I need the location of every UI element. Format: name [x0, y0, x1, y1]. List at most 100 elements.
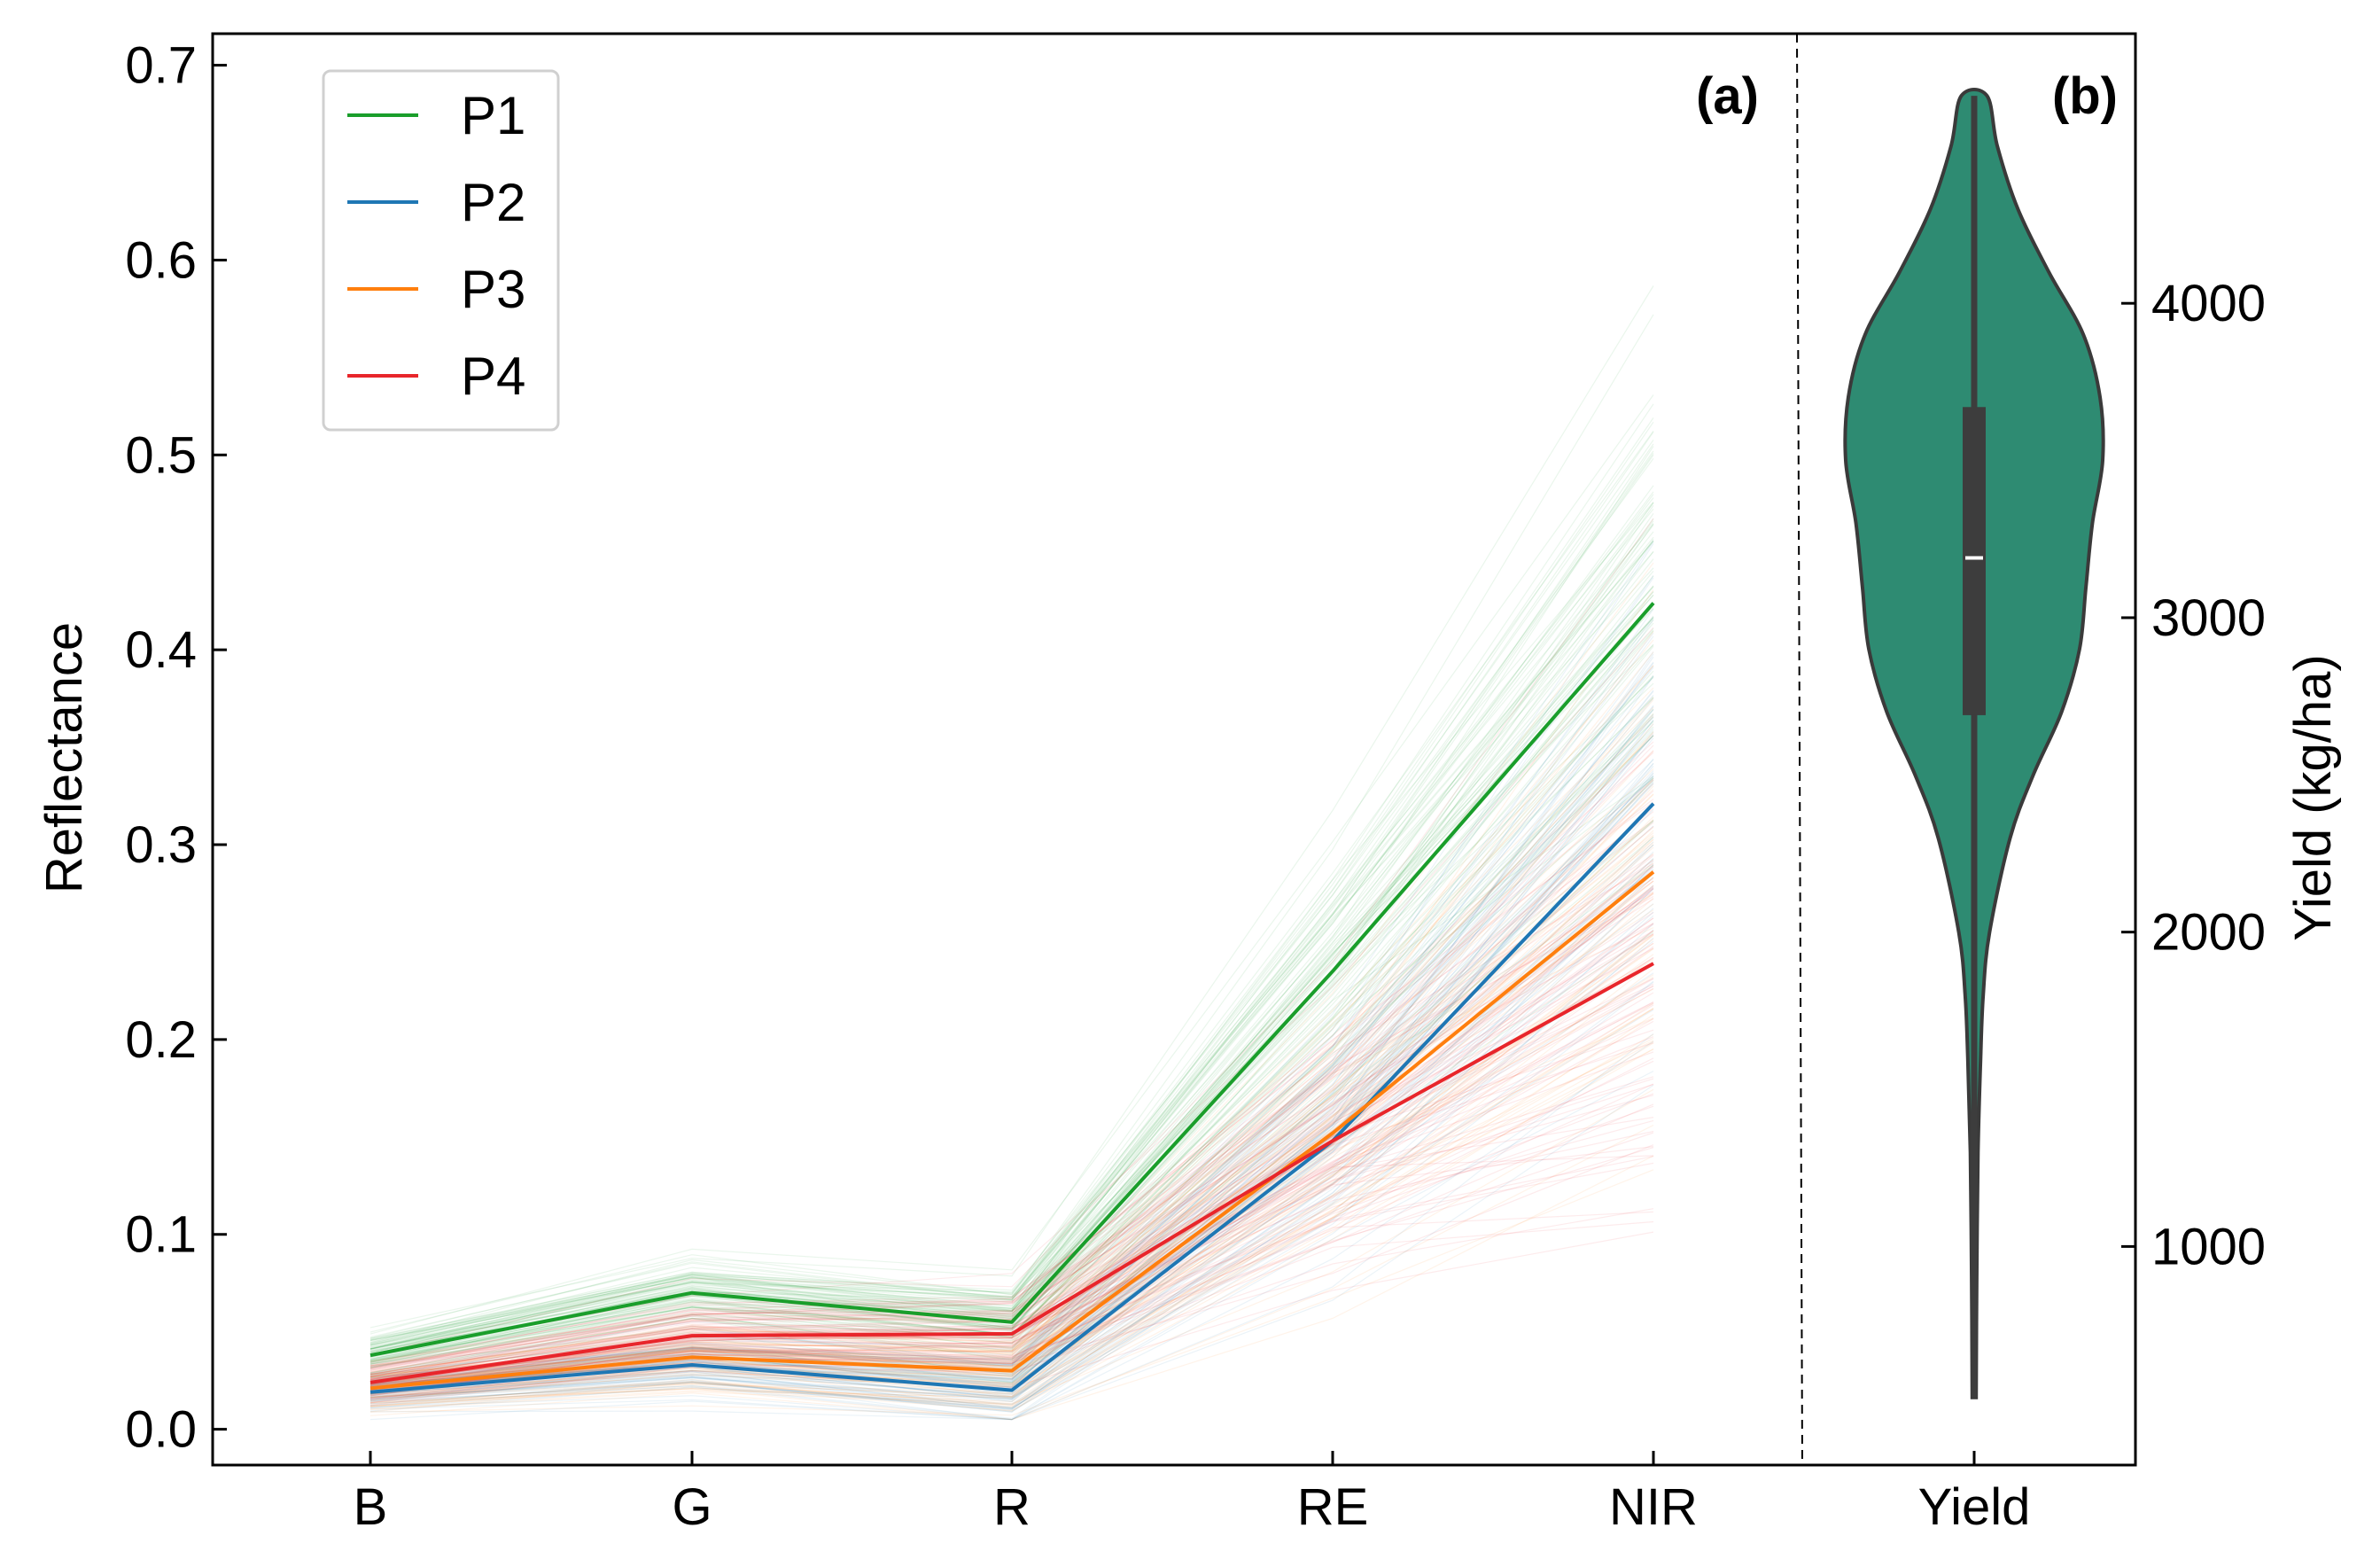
background-curve-p4 [369, 862, 1654, 1369]
background-curve-p2 [369, 723, 1654, 1388]
background-curve-p1 [369, 551, 1654, 1348]
series-line-p3 [369, 870, 1655, 1391]
background-curve-p2 [369, 773, 1654, 1395]
background-curve-p1 [369, 520, 1654, 1353]
background-curve-p3 [369, 1037, 1654, 1410]
background-curve-p4 [369, 822, 1654, 1371]
legend-label-p3: P3 [461, 260, 525, 319]
background-curve-p2 [369, 675, 1654, 1390]
background-curve-p3 [369, 968, 1654, 1399]
background-curve-p1 [369, 780, 1654, 1374]
background-curve-p1 [369, 421, 1654, 1344]
y-tick-label: 0.3 [125, 816, 197, 874]
background-curve-p2 [369, 608, 1654, 1381]
background-curve-p2 [369, 866, 1654, 1402]
background-curve-p3 [369, 826, 1654, 1378]
x-tick-label: Yield [1918, 1478, 2031, 1536]
background-curve-p1 [369, 821, 1654, 1375]
background-curve-p3 [369, 639, 1654, 1367]
background-curve-p4 [369, 885, 1654, 1382]
background-curve-p2 [369, 877, 1654, 1408]
background-curve-p1 [369, 675, 1654, 1360]
background-curve-p1 [369, 502, 1654, 1346]
background-curve-p3 [369, 842, 1654, 1389]
yield-tick-label: 4000 [2151, 275, 2266, 332]
background-curve-p4 [369, 911, 1654, 1377]
background-curve-p4 [369, 778, 1654, 1362]
background-curve-p2 [369, 825, 1654, 1395]
background-curve-p1 [369, 726, 1654, 1365]
background-curve-p3 [369, 665, 1654, 1367]
background-curve-p4 [369, 1231, 1654, 1399]
background-curve-p2 [369, 541, 1654, 1376]
y-axis-label-reflectance: Reflectance [35, 622, 93, 893]
background-curve-p3 [369, 1169, 1654, 1416]
background-curve-p4 [369, 1146, 1654, 1399]
background-curve-p3 [369, 687, 1654, 1377]
background-curve-p1 [369, 523, 1654, 1350]
yield-tick-label: 3000 [2151, 589, 2266, 647]
background-curve-p2 [369, 698, 1654, 1391]
background-curve-p1 [369, 735, 1654, 1369]
background-curve-p4 [369, 1211, 1654, 1401]
background-curve-p3 [369, 750, 1654, 1376]
background-curve-p1 [369, 502, 1654, 1341]
background-curve-p3 [369, 1048, 1654, 1409]
background-curve-p3 [369, 1041, 1654, 1407]
background-curve-p3 [369, 947, 1654, 1391]
background-curve-p4 [369, 1083, 1654, 1391]
background-curve-p1 [369, 508, 1654, 1350]
background-curve-p3 [369, 735, 1654, 1377]
background-curve-p1 [369, 644, 1654, 1358]
background-curve-p3 [369, 1008, 1654, 1412]
background-curve-p4 [369, 807, 1654, 1373]
background-curve-p3 [369, 793, 1654, 1380]
yield-violin [1843, 87, 2105, 1399]
x-ticks: B G R RE NIR Yield [354, 1451, 2031, 1536]
background-curve-p1 [369, 453, 1654, 1342]
background-curve-p1 [369, 497, 1654, 1350]
background-curve-p3 [369, 665, 1654, 1375]
background-curve-p4 [369, 1095, 1654, 1391]
background-curve-p2 [369, 577, 1654, 1368]
background-curve-p2 [369, 1033, 1654, 1421]
background-curve-p1 [369, 538, 1654, 1350]
background-curve-p3 [369, 834, 1654, 1391]
background-curve-p1 [369, 585, 1654, 1355]
background-curve-p2 [369, 940, 1654, 1420]
background-curve-p4 [369, 887, 1654, 1377]
background-curve-p3 [369, 869, 1654, 1386]
background-curve-p1 [369, 713, 1654, 1368]
y-tick-label: 0.1 [125, 1206, 197, 1264]
background-curve-p2 [369, 656, 1654, 1391]
x-tick-label: G [672, 1478, 712, 1536]
background-curve-p1 [369, 531, 1654, 1345]
background-curve-p4 [369, 1103, 1654, 1397]
background-curve-p2 [369, 758, 1654, 1396]
x-tick-label: RE [1297, 1478, 1369, 1536]
background-curve-p2 [369, 728, 1654, 1377]
background-curve-p4 [369, 799, 1654, 1366]
background-curve-p3 [369, 853, 1654, 1384]
background-curve-p4 [369, 887, 1654, 1381]
background-curve-p4 [369, 820, 1654, 1367]
background-curve-p3 [369, 777, 1654, 1392]
yield-tick-label: 2000 [2151, 904, 2266, 962]
background-curve-p1 [369, 617, 1654, 1365]
background-curve-p1 [369, 485, 1654, 1345]
background-curve-p4 [369, 880, 1654, 1375]
background-curve-p1 [369, 501, 1654, 1339]
background-curve-p3 [369, 974, 1654, 1395]
background-curve-p2 [369, 911, 1654, 1409]
background-curve-p3 [369, 1017, 1654, 1399]
background-curve-p4 [369, 917, 1654, 1380]
x-tick-label: NIR [1609, 1478, 1698, 1536]
background-curve-p2 [369, 923, 1654, 1412]
panel-separator [1796, 33, 1803, 1466]
background-curve-p2 [369, 864, 1654, 1401]
background-curve-p4 [369, 1004, 1654, 1389]
background-curve-p2 [369, 980, 1654, 1408]
background-curve-p3 [369, 1033, 1654, 1407]
background-curve-p4 [369, 825, 1654, 1370]
background-curve-p3 [369, 959, 1654, 1398]
